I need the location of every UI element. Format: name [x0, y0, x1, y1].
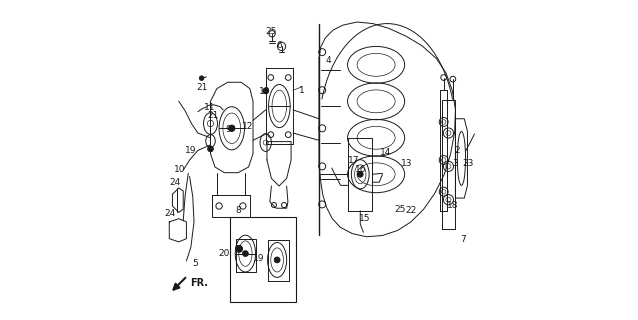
Text: 22: 22 [405, 206, 417, 215]
Text: 13: 13 [401, 159, 412, 168]
Circle shape [242, 251, 248, 256]
Text: 11: 11 [204, 103, 215, 112]
Circle shape [263, 88, 269, 94]
Text: FR.: FR. [190, 278, 208, 288]
Circle shape [200, 76, 204, 80]
Text: 10: 10 [174, 165, 185, 174]
Text: 1: 1 [299, 86, 304, 95]
Text: 24: 24 [169, 178, 181, 187]
Circle shape [235, 245, 242, 252]
Text: 25: 25 [394, 205, 406, 214]
Text: 8: 8 [235, 206, 241, 215]
Text: 19: 19 [185, 146, 197, 155]
Text: 9: 9 [226, 125, 232, 134]
Text: 15: 15 [359, 214, 371, 223]
Text: 14: 14 [380, 148, 391, 156]
Text: 2: 2 [454, 146, 460, 155]
Text: 24: 24 [164, 209, 175, 219]
Text: 25: 25 [266, 27, 277, 36]
Text: 6: 6 [276, 41, 282, 50]
Text: 5: 5 [193, 259, 198, 268]
Text: 21: 21 [196, 83, 207, 92]
Text: 19: 19 [253, 254, 265, 263]
Circle shape [357, 172, 363, 177]
Circle shape [228, 125, 235, 132]
Text: 16: 16 [355, 165, 366, 174]
Bar [230, 217, 296, 302]
Circle shape [207, 146, 213, 152]
Text: 12: 12 [242, 122, 253, 131]
Text: 7: 7 [461, 235, 466, 244]
Text: 20: 20 [218, 249, 230, 258]
Text: 3: 3 [452, 159, 458, 168]
Text: 17: 17 [348, 156, 360, 164]
Circle shape [274, 257, 280, 263]
Text: 21: 21 [207, 111, 218, 120]
Text: 4: 4 [326, 56, 331, 65]
Text: 23: 23 [463, 159, 474, 168]
Text: 18: 18 [447, 202, 458, 211]
Text: 19: 19 [259, 87, 271, 96]
